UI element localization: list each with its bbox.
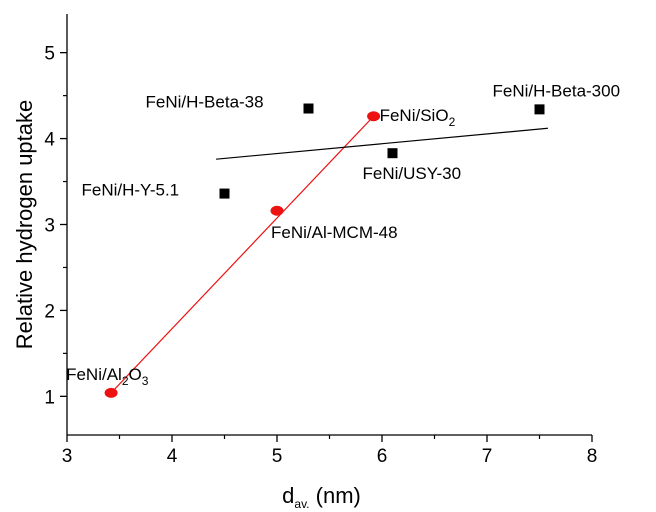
data-point-square <box>534 104 545 115</box>
x-tick-label: 8 <box>587 446 598 467</box>
data-point-square <box>303 103 314 114</box>
y-tick-label: 1 <box>44 387 55 408</box>
plot-area: 3 4 5 6 7 8 1 2 3 4 5 Relative hydrogen uptake dav. … <box>12 14 620 511</box>
point-label: FeNi/Al-MCM-48 <box>271 223 398 242</box>
point-label: FeNi/H-Beta-300 <box>493 81 621 100</box>
data-point-circle <box>367 111 381 122</box>
point-label: FeNi/H-Beta-38 <box>146 93 264 112</box>
x-tick-label: 7 <box>482 446 493 467</box>
data-point-square <box>219 188 230 199</box>
x-axis-title: dav. (nm) <box>282 483 361 511</box>
x-tick-label: 5 <box>272 446 283 467</box>
y-tick-label: 5 <box>44 44 55 65</box>
point-label: FeNi/SiO2 <box>380 106 456 129</box>
data-point-circle <box>270 205 284 216</box>
point-label: FeNi/USY-30 <box>363 164 462 183</box>
x-tick-label: 6 <box>377 446 388 467</box>
y-tick-label: 2 <box>44 301 55 322</box>
data-point-circle <box>104 387 118 398</box>
x-tick-label: 4 <box>167 446 178 467</box>
point-label: FeNi/H-Y-5.1 <box>82 181 180 200</box>
point-label: FeNi/Al2O3 <box>66 365 149 388</box>
y-tick-label: 4 <box>44 130 55 151</box>
y-axis-title: Relative hydrogen uptake <box>12 100 37 350</box>
y-tick-label: 3 <box>44 216 55 237</box>
black-fit-line <box>216 127 548 160</box>
red-fit-line <box>110 115 375 394</box>
x-tick-label: 3 <box>62 446 73 467</box>
data-point-square <box>387 148 398 159</box>
